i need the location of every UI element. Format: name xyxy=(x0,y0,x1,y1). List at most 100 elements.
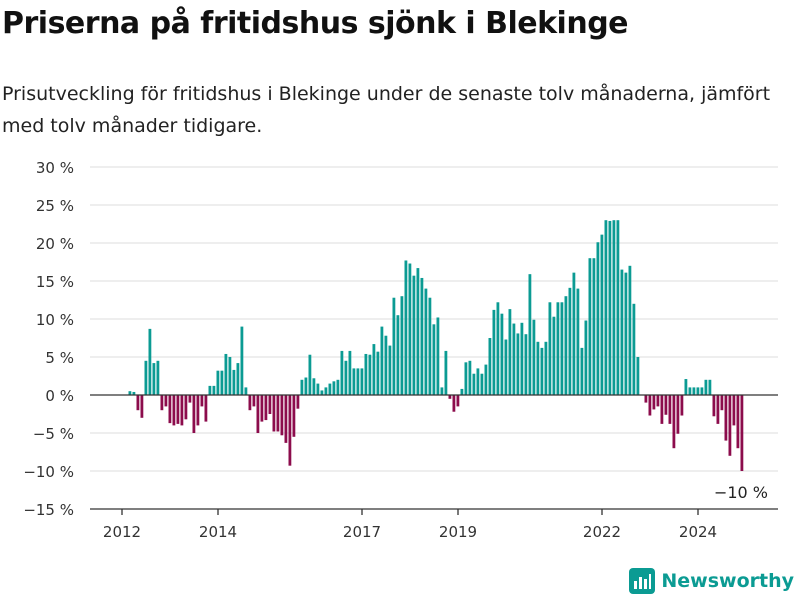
bar xyxy=(520,322,524,395)
bar xyxy=(296,395,300,409)
bar xyxy=(440,387,444,395)
bar xyxy=(532,319,536,395)
bar xyxy=(648,395,652,416)
bar xyxy=(704,379,708,395)
bar xyxy=(580,347,584,395)
bar xyxy=(344,360,348,395)
bar xyxy=(348,350,352,395)
bar-chart-logo-icon xyxy=(629,568,656,594)
bar xyxy=(668,395,672,424)
bar xyxy=(720,395,724,411)
bar xyxy=(716,395,720,424)
bar xyxy=(444,350,448,395)
bar xyxy=(228,357,232,395)
bar xyxy=(548,302,552,395)
bar xyxy=(364,353,368,395)
bar xyxy=(128,391,132,395)
x-tick-label: 2014 xyxy=(199,523,237,540)
bar xyxy=(328,383,332,395)
bar xyxy=(176,395,180,424)
bar xyxy=(384,335,388,395)
last-value-annotation: −10 % xyxy=(714,483,768,502)
bar xyxy=(396,315,400,395)
bar xyxy=(136,395,140,411)
bar xyxy=(688,387,692,395)
bar xyxy=(616,220,620,395)
brand-logo: Newsworthy xyxy=(629,568,794,594)
bar xyxy=(728,395,732,456)
bar xyxy=(408,263,412,395)
bar xyxy=(512,323,516,395)
bar xyxy=(352,368,356,395)
bar xyxy=(312,378,316,395)
bar xyxy=(480,373,484,395)
bar xyxy=(356,368,360,395)
bar xyxy=(272,395,276,432)
bar xyxy=(368,354,372,395)
bar xyxy=(676,395,680,434)
y-tick-label: −10 % xyxy=(23,463,74,481)
bar xyxy=(576,288,580,395)
bar xyxy=(712,395,716,417)
bar xyxy=(560,302,564,395)
bar xyxy=(524,334,528,395)
bar xyxy=(224,353,228,395)
bar xyxy=(696,387,700,395)
bar xyxy=(504,339,508,395)
bar xyxy=(740,395,744,471)
bar xyxy=(412,275,416,395)
bar xyxy=(660,395,664,424)
bar xyxy=(256,395,260,433)
bar xyxy=(288,395,292,466)
bar xyxy=(392,297,396,395)
bar xyxy=(388,345,392,395)
bar xyxy=(284,395,288,443)
bar xyxy=(268,395,272,414)
chart-subtitle: Prisutveckling för fritidshus i Blekinge… xyxy=(2,83,771,137)
bar xyxy=(308,354,312,395)
bar xyxy=(628,265,632,395)
bar xyxy=(232,369,236,395)
bar xyxy=(252,395,256,407)
bar xyxy=(456,395,460,407)
bar xyxy=(140,395,144,418)
bar xyxy=(568,287,572,395)
bar xyxy=(552,316,556,395)
chart-title: Priserna på fritidshus sjönk i Blekinge xyxy=(2,6,629,41)
bar xyxy=(152,363,156,395)
bar xyxy=(656,395,660,407)
bar xyxy=(188,395,192,403)
bar xyxy=(332,381,336,395)
bar xyxy=(376,351,380,395)
bar xyxy=(476,368,480,395)
bar xyxy=(164,395,168,407)
bar xyxy=(528,274,532,395)
bar xyxy=(684,379,688,395)
y-tick-label: 25 % xyxy=(36,197,74,215)
bar xyxy=(220,370,224,395)
bar xyxy=(336,379,340,395)
bar xyxy=(484,364,488,395)
y-tick-label: 15 % xyxy=(36,273,74,291)
bar xyxy=(448,395,452,399)
x-tick-label: 2024 xyxy=(679,523,717,540)
bar xyxy=(316,383,320,395)
bar xyxy=(404,260,408,395)
bar xyxy=(200,395,204,407)
bar xyxy=(636,357,640,395)
y-tick-label: 0 % xyxy=(45,387,74,405)
bar xyxy=(556,302,560,395)
bar xyxy=(360,368,364,395)
y-tick-label: 5 % xyxy=(45,349,74,367)
bar xyxy=(608,220,612,395)
y-tick-label: 10 % xyxy=(36,311,74,329)
bar xyxy=(540,347,544,395)
bar xyxy=(596,242,600,395)
bar xyxy=(544,341,548,395)
bar xyxy=(292,395,296,437)
bar xyxy=(240,326,244,395)
bar xyxy=(324,387,328,395)
bar xyxy=(516,333,520,395)
y-tick-label: 30 % xyxy=(36,159,74,177)
bar xyxy=(592,258,596,395)
